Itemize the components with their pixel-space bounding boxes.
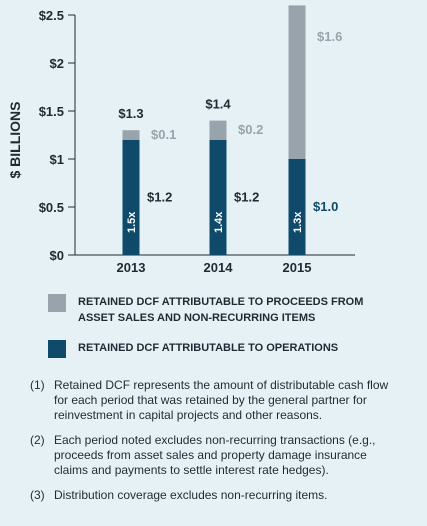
y-tick-label: $1 <box>50 152 64 167</box>
y-tick-label: $0.5 <box>39 200 64 215</box>
footnote-text: Each period noted excludes non-recurring… <box>54 433 376 477</box>
bar-proceeds <box>122 130 140 140</box>
value-label-operations: $1.0 <box>313 199 338 214</box>
total-label: $1.3 <box>118 106 143 121</box>
value-label-operations: $1.2 <box>147 189 172 204</box>
footnote: (3) Distribution coverage excludes non-r… <box>30 488 402 503</box>
legend-item-proceeds: RETAINED DCF ATTRIBUTABLE TO PROCEEDS FR… <box>48 294 378 326</box>
value-label-proceeds: $0.1 <box>151 127 176 142</box>
coverage-label: 1.5x <box>126 211 138 233</box>
stacked-bar-chart: $0 $0.5 $1 $1.5 $2 $2.5 $ BILLIONS 1.5x 2013 $1.2… <box>7 5 355 275</box>
footnote: (1) Retained DCF represents the amount o… <box>30 378 402 423</box>
total-label: $1.4 <box>205 97 231 112</box>
legend: RETAINED DCF ATTRIBUTABLE TO PROCEEDS FR… <box>48 294 378 358</box>
y-tick-label: $1.5 <box>39 104 64 119</box>
bar-operations <box>209 139 227 255</box>
coverage-label: 1.3x <box>292 211 304 233</box>
legend-label-proceeds: RETAINED DCF ATTRIBUTABLE TO PROCEEDS FR… <box>78 296 364 324</box>
legend-swatch-operations <box>48 340 66 358</box>
coverage-label: 1.4x <box>213 211 225 233</box>
value-label-proceeds: $1.6 <box>317 29 342 44</box>
legend-label-operations: RETAINED DCF ATTRIBUTABLE TO OPERATIONS <box>78 342 339 354</box>
value-label-proceeds: $0.2 <box>238 122 263 137</box>
y-tick-label: $2 <box>50 56 64 71</box>
bar-operations <box>288 159 306 255</box>
footnote-mark: (2) <box>30 433 45 447</box>
footnote-text: Distribution coverage excludes non-recur… <box>54 488 328 502</box>
footnote-mark: (1) <box>30 378 45 392</box>
bar-operations <box>122 139 140 255</box>
footnote-text: Retained DCF represents the amount of di… <box>54 378 389 422</box>
y-tick-label: $2.5 <box>39 8 64 23</box>
bar-proceeds <box>209 120 227 140</box>
x-tick-label: 2015 <box>283 260 312 275</box>
x-tick-label: 2014 <box>204 260 234 275</box>
bar-proceeds <box>288 5 306 160</box>
x-tick-label: 2013 <box>117 260 146 275</box>
legend-swatch-proceeds <box>48 294 66 312</box>
footnote: (2) Each period noted excludes non-recur… <box>30 433 402 478</box>
footnotes: (1) Retained DCF represents the amount o… <box>30 378 402 513</box>
y-tick-label: $0 <box>50 248 64 263</box>
legend-item-operations: RETAINED DCF ATTRIBUTABLE TO OPERATIONS <box>48 340 378 358</box>
footnote-mark: (3) <box>30 488 45 502</box>
value-label-operations: $1.2 <box>234 189 259 204</box>
y-axis-title: $ BILLIONS <box>7 101 23 178</box>
